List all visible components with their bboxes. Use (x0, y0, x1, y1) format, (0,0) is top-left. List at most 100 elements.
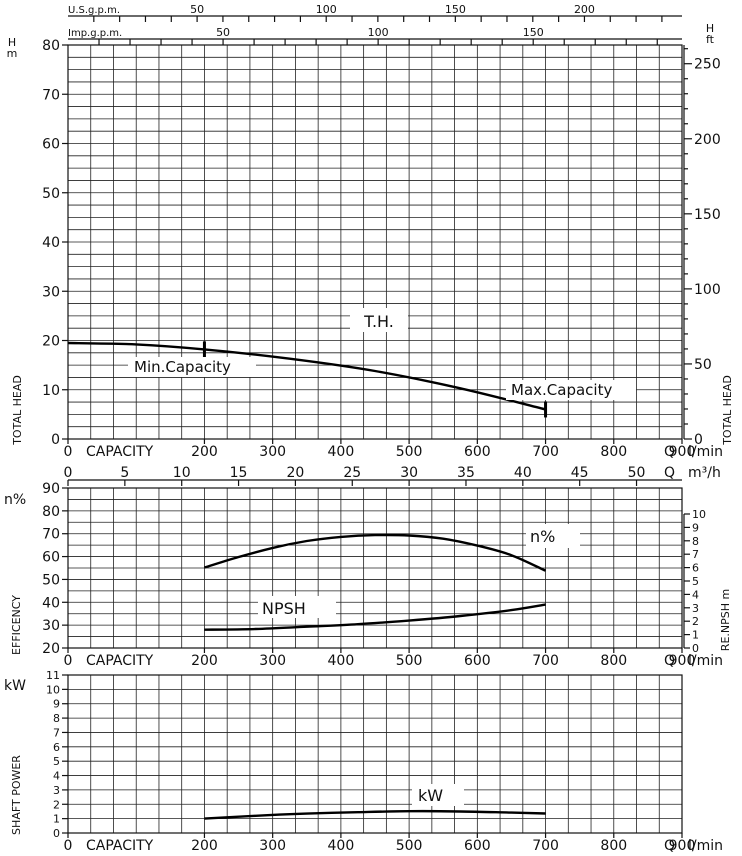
x-tick-label: 200 (191, 838, 218, 854)
eff-curve-label: n% (530, 527, 555, 546)
npsh-tick-label: 10 (692, 508, 706, 521)
usgpm-axis-label: U.S.g.p.m. (68, 5, 120, 16)
x-tick-label: 900 (669, 838, 696, 854)
x-tick-label: 300 (259, 444, 286, 460)
head-ft-unit: ft (706, 33, 715, 46)
npsh-tick-label: 6 (692, 562, 699, 575)
x-tick-label: 0 (64, 653, 73, 669)
x-tick-label: 500 (396, 653, 423, 669)
eff-y-tick-label: 30 (42, 618, 60, 634)
power-y-tick-label: 11 (46, 669, 60, 682)
npsh-right-axis-label: RE.NPSH m (719, 589, 732, 651)
usgpm-tick-label: 50 (190, 3, 204, 16)
x-axis-unit: l/min (688, 838, 723, 854)
x-tick-label: 800 (600, 653, 627, 669)
x-tick-label: 400 (328, 838, 355, 854)
power-curve (204, 809, 546, 820)
m3h-tick-label: 15 (230, 465, 248, 481)
power-y-tick-label: 4 (53, 770, 60, 783)
npsh-tick-label: 8 (692, 535, 699, 548)
head-ft-symbol: H (706, 22, 714, 35)
power-y-tick-label: 2 (53, 798, 60, 811)
q-symbol: Q (664, 653, 675, 669)
eff-y-tick-label: 80 (42, 504, 60, 520)
power-y-tick-label: 0 (53, 827, 60, 840)
head-ft-tick-label: 250 (694, 57, 721, 73)
x-tick-label: 500 (396, 838, 423, 854)
x-axis-label: CAPACITY (86, 444, 154, 460)
npsh-tick-label: 7 (692, 548, 699, 561)
m3h-q-symbol: Q (664, 465, 675, 481)
head-right-axis-label: TOTAL HEAD (721, 375, 734, 446)
head-y-tick-label: 70 (42, 87, 60, 103)
x-tick-label: 700 (532, 444, 559, 460)
head-y-symbol: H (8, 36, 16, 49)
kw-label-bg (412, 784, 464, 806)
head-y-tick-label: 20 (42, 334, 60, 350)
total-head-curve (67, 341, 546, 411)
x-tick-label: 600 (464, 653, 491, 669)
head-y-tick-label: 60 (42, 137, 60, 153)
m3h-tick-label: 35 (457, 465, 475, 481)
x-tick-label: 500 (396, 444, 423, 460)
eff-label-bg (526, 524, 580, 548)
x-axis-unit: l/min (688, 444, 723, 460)
power-y-tick-label: 10 (46, 683, 60, 696)
eff-y-tick-label: 20 (42, 641, 60, 657)
npsh-label-bg (258, 596, 336, 618)
m3h-tick-label: 45 (571, 465, 589, 481)
x-tick-label: 700 (532, 838, 559, 854)
x-tick-label: 400 (328, 653, 355, 669)
head-y-tick-label: 0 (51, 432, 60, 448)
usgpm-tick-label: 100 (316, 3, 337, 16)
x-axis-label: CAPACITY (86, 838, 154, 854)
q-symbol: Q (664, 838, 675, 854)
eff-plot-frame (67, 487, 683, 649)
head-ft-tick-label: 150 (694, 207, 721, 223)
head-ft-tick-label: 200 (694, 132, 721, 148)
max-capacity-label-bg (506, 380, 636, 400)
x-tick-label: 800 (600, 838, 627, 854)
npsh-tick-label: 3 (692, 602, 699, 615)
th-label-bg (350, 308, 408, 332)
m3h-tick-label: 25 (343, 465, 361, 481)
eff-y-tick-label: 50 (42, 572, 60, 588)
eff-y-symbol: n% (4, 492, 26, 508)
th-curve-label: T.H. (363, 312, 394, 331)
power-y-tick-label: 8 (53, 712, 60, 725)
power-y-unit: kW (4, 678, 26, 694)
m3h-axis-unit: m³/h (688, 465, 721, 481)
head-y-tick-label: 80 (42, 38, 60, 54)
min-capacity-label-bg (128, 357, 256, 377)
x-axis-label: CAPACITY (86, 653, 154, 669)
kw-curve-label: kW (418, 786, 443, 805)
m3h-tick-label: 0 (64, 465, 73, 481)
power-y-tick-label: 9 (53, 698, 60, 711)
m3h-tick-label: 20 (286, 465, 304, 481)
npsh-curve (204, 603, 546, 631)
efficiency-curve (204, 533, 547, 572)
x-tick-label: 0 (64, 838, 73, 854)
power-y-tick-label: 7 (53, 726, 60, 739)
x-tick-label: 700 (532, 653, 559, 669)
impgpm-axis-label: Imp.g.p.m. (68, 28, 122, 39)
max-capacity-label: Max.Capacity (511, 381, 612, 399)
head-ft-tick-label: 100 (694, 282, 721, 298)
min-capacity-label: Min.Capacity (134, 358, 231, 376)
head-y-tick-label: 50 (42, 186, 60, 202)
power-y-tick-label: 6 (53, 741, 60, 754)
npsh-tick-label: 9 (692, 521, 699, 534)
m3h-tick-label: 5 (120, 465, 129, 481)
eff-y-tick-label: 70 (42, 527, 60, 543)
usgpm-tick-label: 150 (445, 3, 466, 16)
npsh-tick-label: 5 (692, 575, 699, 588)
eff-y-axis-label: EFFICENCY (10, 595, 23, 655)
x-axis-unit: l/min (688, 653, 723, 669)
eff-y-tick-label: 40 (42, 595, 60, 611)
impgpm-tick-label: 50 (216, 26, 230, 39)
x-tick-label: 300 (259, 653, 286, 669)
head-y-tick-label: 30 (42, 284, 60, 300)
npsh-tick-label: 1 (692, 629, 699, 642)
x-tick-label: 600 (464, 838, 491, 854)
